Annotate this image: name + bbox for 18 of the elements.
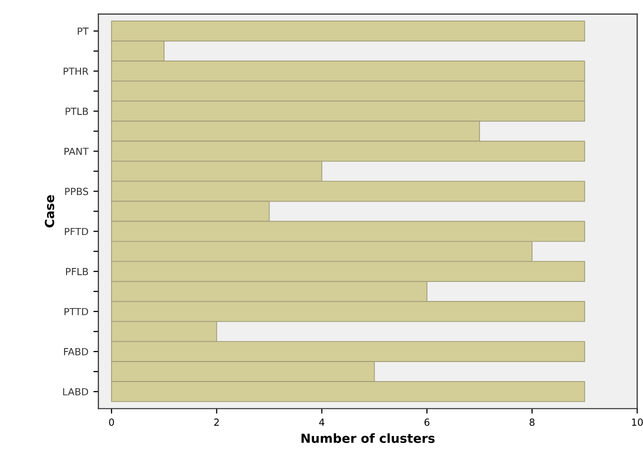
x-tick-label: 6 bbox=[424, 418, 430, 426]
y-tick-label: PFTD bbox=[64, 228, 88, 236]
x-tick-label: 10 bbox=[632, 418, 643, 426]
y-tick-label: PFLB bbox=[66, 268, 88, 276]
y-tick-label: PANT bbox=[64, 148, 89, 155]
y-tick-label: PPBS bbox=[65, 188, 88, 196]
y-tick-label: PTHR bbox=[64, 68, 88, 75]
x-tick-label: 8 bbox=[530, 418, 534, 426]
x-axis-title: Number of clusters bbox=[302, 433, 435, 443]
x-tick-label: 4 bbox=[319, 418, 324, 426]
x-tick-label: 0 bbox=[109, 418, 114, 426]
y-tick-label: PTTD bbox=[64, 308, 88, 316]
y-tick-label: PT bbox=[78, 28, 89, 35]
x-tick-label: 2 bbox=[214, 418, 219, 426]
y-tick-label: PTLB bbox=[66, 108, 88, 115]
y-tick-label: FABD bbox=[64, 348, 88, 356]
y-axis-title: Case bbox=[44, 195, 54, 228]
y-tick-label: LABD bbox=[63, 388, 88, 396]
